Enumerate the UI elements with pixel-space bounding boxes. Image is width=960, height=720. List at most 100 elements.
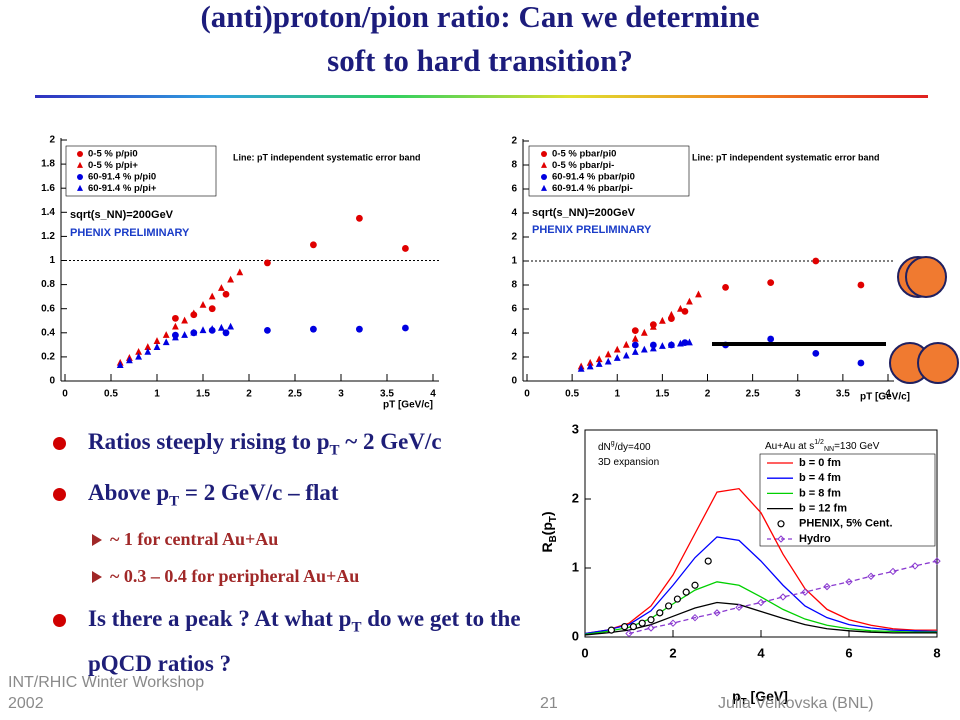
y-tick-label: 0 — [511, 376, 517, 387]
point — [586, 362, 594, 370]
point — [264, 259, 271, 267]
bullet-dot — [53, 437, 66, 450]
point — [126, 356, 133, 364]
text-run: do we get to the pQCD ratios ? — [88, 606, 521, 676]
point — [208, 305, 216, 313]
legend-swatch — [541, 151, 547, 157]
legend-label: 60-91.4 % pbar/pi0 — [552, 172, 635, 183]
legend-label: 0-5 % p/pi+ — [88, 160, 138, 171]
y-tick-label: 2 — [511, 136, 517, 147]
x-tick-label: 1 — [614, 389, 620, 400]
legend-swatch — [541, 184, 547, 191]
y-tick-label: 2 — [511, 352, 517, 363]
text-run: ~ 2 GeV/c — [339, 429, 442, 454]
legend-label: b = 0 fm — [799, 457, 841, 469]
point — [631, 348, 639, 355]
x-tick-label: 3 — [795, 389, 801, 400]
x-tick-label: 0 — [581, 645, 588, 660]
legend-label: b = 12 fm — [799, 503, 847, 515]
point — [208, 325, 216, 332]
subscript: T — [741, 697, 747, 708]
point — [845, 578, 853, 586]
annotation: sqrt(s_NN)=200GeV — [70, 209, 174, 221]
point — [779, 593, 787, 601]
decor-circle — [917, 342, 959, 384]
x-tick-label: 1 — [154, 389, 160, 400]
point — [669, 619, 677, 627]
sub-bullet-text: ~ 0.3 – 0.4 for peripheral Au+Au — [110, 566, 360, 587]
point — [227, 322, 234, 330]
point — [631, 341, 639, 349]
point — [722, 284, 729, 291]
point — [857, 359, 865, 367]
annotation: Au+Au at s1/2NN=130 GeV — [765, 439, 880, 453]
x-tick-label: 2.5 — [288, 389, 302, 400]
point — [222, 290, 230, 298]
superscript: g — [611, 440, 615, 447]
legend-swatch — [777, 535, 785, 543]
y-tick-label: 8 — [511, 160, 517, 171]
legend-box — [65, 145, 217, 197]
point — [656, 609, 664, 617]
point — [691, 581, 699, 589]
point — [622, 340, 630, 348]
sub-bullet: ~ 0.3 – 0.4 for peripheral Au+Au — [88, 558, 525, 595]
point — [162, 338, 170, 346]
point — [812, 350, 820, 357]
point — [677, 339, 684, 347]
point — [236, 268, 244, 276]
x-tick-label: 0.5 — [104, 389, 118, 400]
point — [264, 326, 271, 334]
charts: 0 0.2 0.4 0.6 0.8 1 1.2 1.4 1.6 1.8 2 0 0.5 1 1.5 2 2.5 3… — [5, 130, 950, 708]
sub-list: ~ 1 for central Au+Au ~ 0.3 – 0.4 for per… — [88, 521, 525, 595]
text-run: = 2 GeV/c – flat — [179, 479, 339, 505]
y-tick-label: 4 — [511, 208, 517, 219]
y-tick-label: 0.4 — [41, 327, 55, 338]
legend-swatch — [77, 174, 83, 180]
y-tick-label: 1.8 — [41, 159, 55, 170]
point — [629, 623, 638, 631]
annotation: 3D expansion — [598, 457, 659, 468]
y-tick-label: 2 — [49, 135, 55, 146]
y-tick-label: 1 — [49, 255, 55, 266]
legend-label: 60-91.4 % p/pi0 — [88, 172, 156, 183]
annotation: Line: pT independent systematic error ba… — [233, 152, 421, 162]
point — [686, 297, 693, 305]
point — [631, 327, 639, 334]
legend-label: Hydro — [799, 533, 831, 545]
y-tick-label: 2 — [572, 490, 579, 505]
y-tick-label: 3 — [572, 421, 579, 436]
point — [613, 345, 621, 353]
point — [172, 322, 179, 330]
y-tick-label: 1 — [572, 559, 579, 574]
point — [218, 323, 225, 331]
point — [735, 603, 743, 612]
legend-swatch — [541, 174, 547, 180]
point — [153, 343, 161, 350]
x-tick-label: 0 — [524, 389, 530, 400]
x-tick-label: 1.5 — [655, 389, 669, 400]
point — [823, 582, 831, 591]
text-run: Au+Au at s — [765, 441, 814, 452]
superscript: 1/2 — [814, 439, 824, 446]
bullet-dot — [53, 487, 66, 501]
legend-label: 60-91.4 % p/pi+ — [88, 183, 157, 194]
point — [640, 328, 648, 336]
text-run: p — [732, 688, 741, 704]
text-run: /dy=400 — [615, 442, 651, 453]
x-tick-label: 1.5 — [196, 389, 210, 400]
point — [658, 316, 666, 324]
text-run: (p — [539, 522, 555, 535]
title-line: soft to hard transition? — [327, 43, 633, 78]
x-tick-label: 3 — [338, 389, 344, 400]
point — [664, 602, 673, 610]
legend-swatch — [77, 151, 83, 157]
point — [682, 588, 690, 596]
point — [310, 241, 317, 249]
point — [691, 613, 699, 622]
point — [116, 361, 124, 369]
text-run: 3D expansion — [598, 457, 659, 468]
x-axis-label: pT [GeV/c] — [860, 392, 910, 403]
bullet-dot — [53, 614, 66, 628]
